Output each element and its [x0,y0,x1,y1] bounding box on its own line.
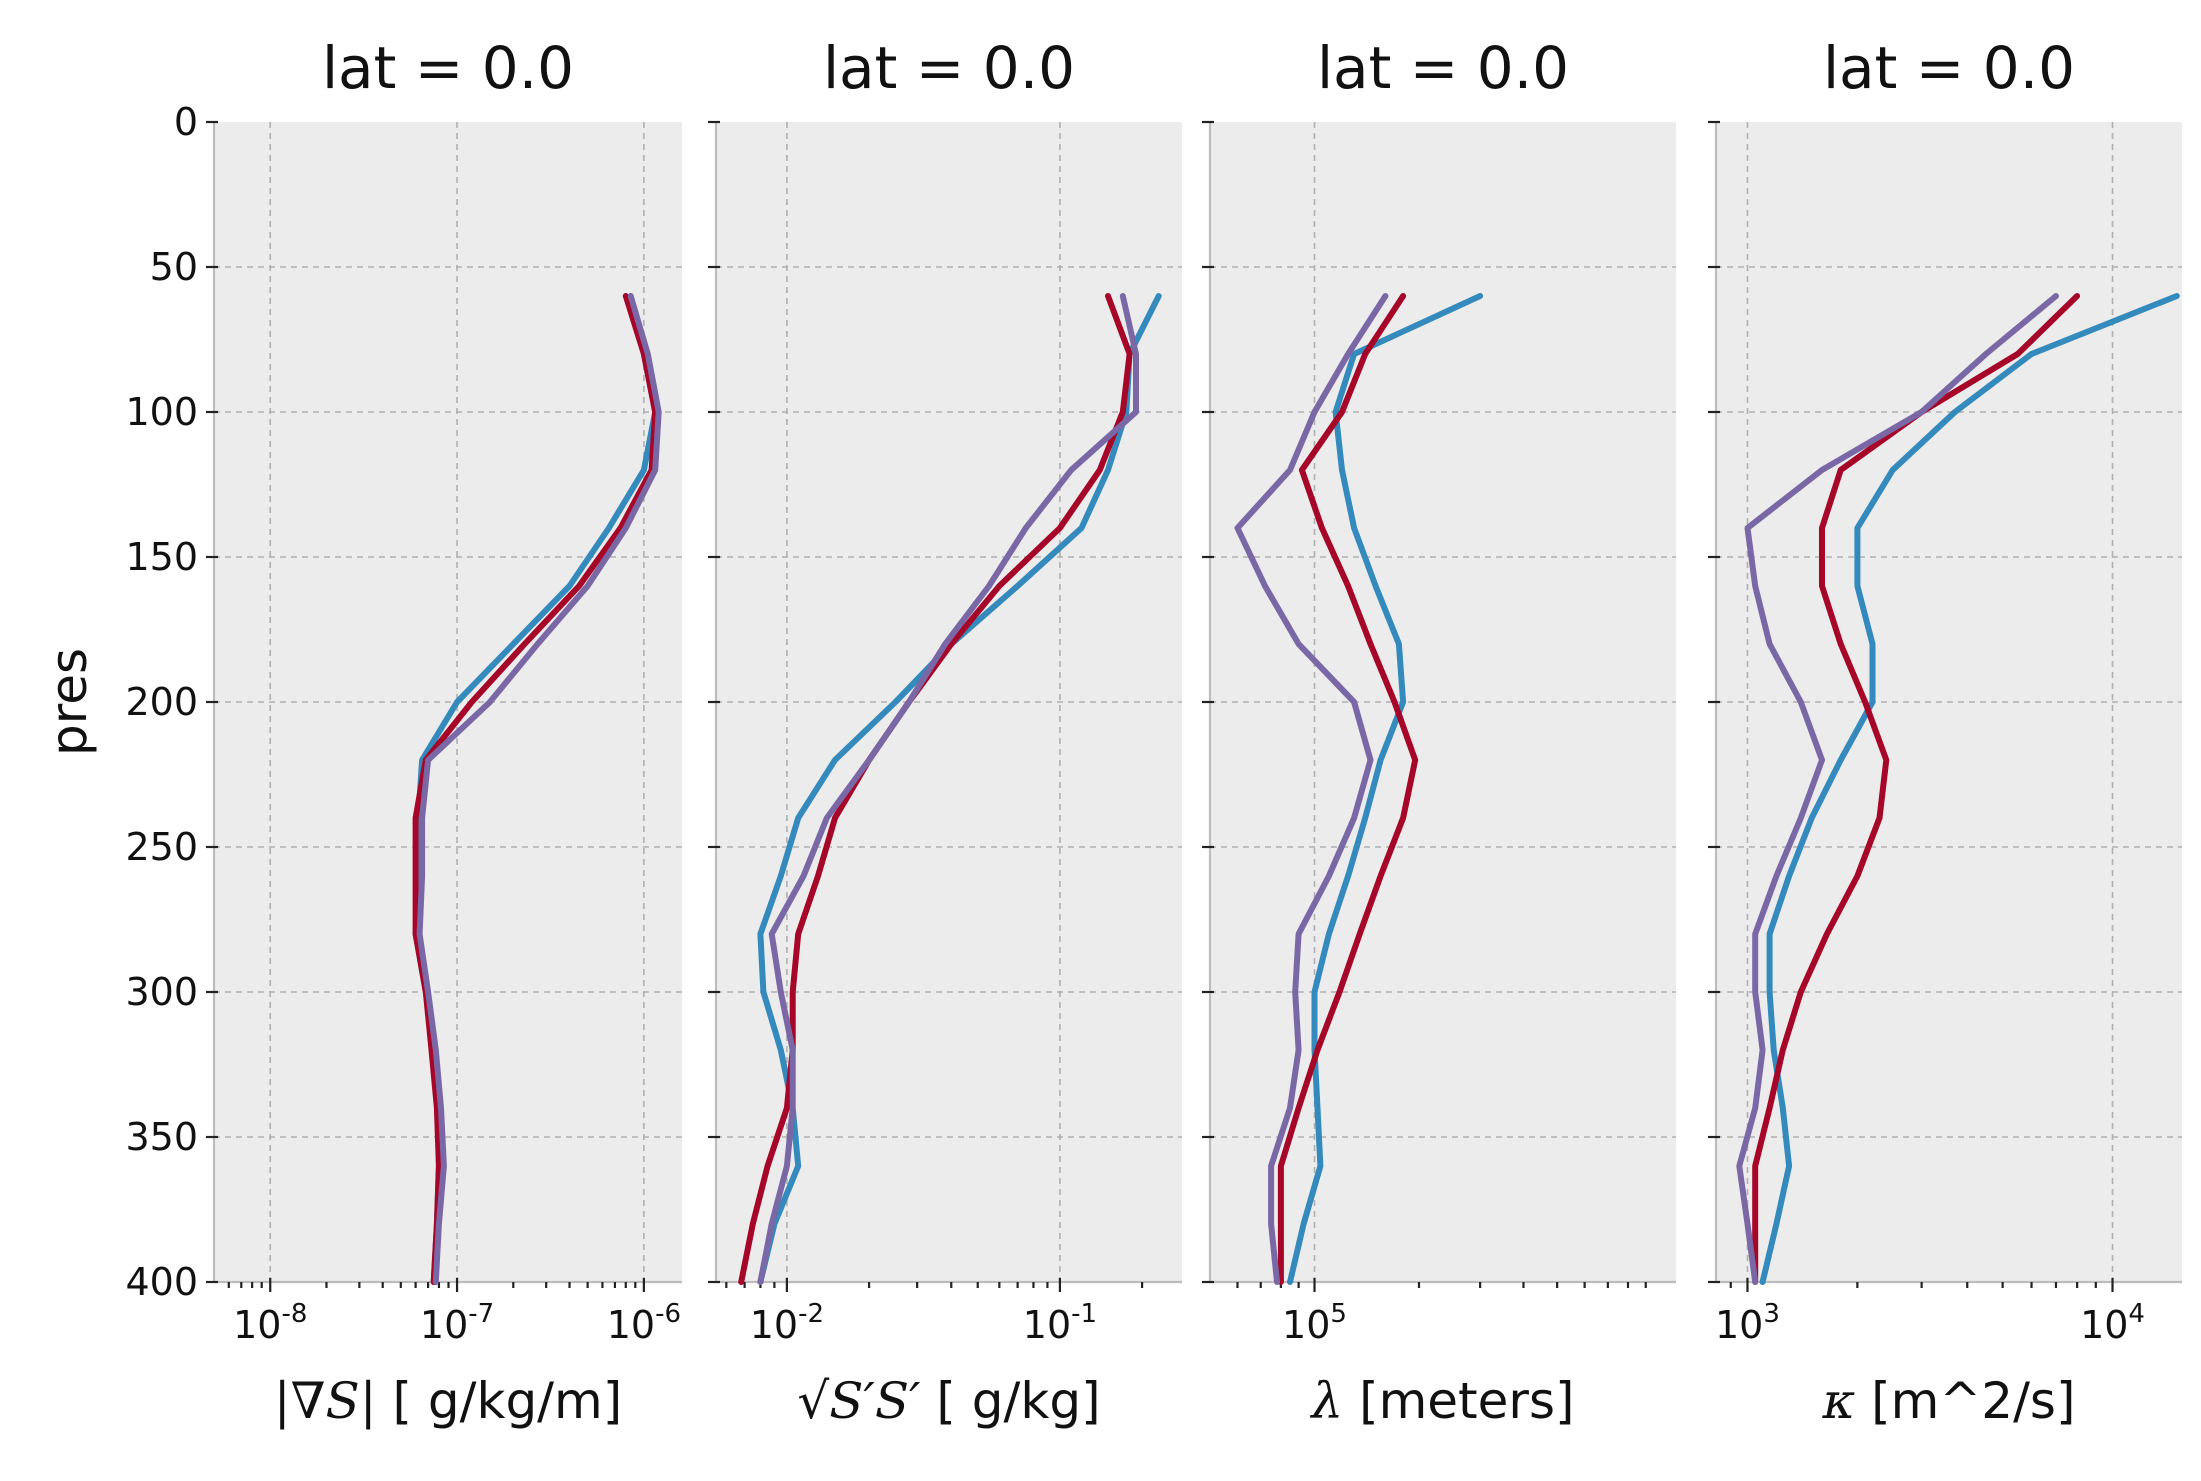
series-line-3 [416,293,662,1285]
series-line-3 [757,293,1139,1285]
y-tick-label: 250 [125,825,198,869]
series-line-2 [1752,293,2081,1285]
x-tick-label: 104 [2080,1299,2145,1347]
x-tick-label: 10-7 [420,1299,494,1347]
y-tick-label: 200 [125,680,198,724]
x-axis-label: κ [m^2/s] [1821,1372,2075,1430]
x-axis-label: √S′S′ [ g/kg] [797,1372,1100,1430]
y-tick-label: 300 [125,970,198,1014]
x-tick-label: 103 [1715,1299,1780,1347]
subplot-3: 105 lat = 0.0 λ [meters] [1202,34,1676,1430]
x-tick-label: 10-8 [233,1299,307,1347]
y-tick-label: 0 [174,100,198,144]
series-line-1 [1759,293,2180,1285]
series-line-3 [1736,293,2059,1285]
x-tick-label: 10-2 [750,1299,824,1347]
subplot-2: 10-2 10-1 lat = 0.0 √S′S′ [ g/kg] [708,34,1182,1430]
x-axis-label: λ [meters] [1309,1372,1574,1430]
series-line-2 [1277,293,1419,1285]
y-axis-label: pres [40,648,98,756]
series-line-3 [1234,293,1389,1285]
y-tick-label: 400 [125,1260,198,1304]
panel-title: lat = 0.0 [1823,34,2075,102]
panel-title: lat = 0.0 [823,34,1075,102]
series-line-2 [738,293,1133,1285]
x-axis-label: |∇S| [ g/kg/m] [274,1372,623,1430]
x-tick-label: 10-6 [607,1299,681,1347]
y-tick-label: 100 [125,390,198,434]
series-line-2 [412,293,659,1285]
y-tick-label: 50 [150,245,198,289]
subplot-1: 0 50 100 150 200 250 300 350 400 10-8 10-7 10-6 lat … [40,34,682,1430]
y-tick-label: 150 [125,535,198,579]
y-tick-label: 350 [125,1115,198,1159]
subplot-4: 103 104 lat = 0.0 κ [m^2/s] [1708,34,2182,1430]
series-line-1 [1287,293,1484,1285]
x-tick-label: 105 [1282,1299,1347,1347]
panel-title: lat = 0.0 [322,34,574,102]
x-tick-label: 10-1 [1023,1299,1097,1347]
panel-title: lat = 0.0 [1317,34,1569,102]
subplots: 0 50 100 150 200 250 300 350 400 10-8 10-7 10-6 lat … [40,34,2182,1430]
